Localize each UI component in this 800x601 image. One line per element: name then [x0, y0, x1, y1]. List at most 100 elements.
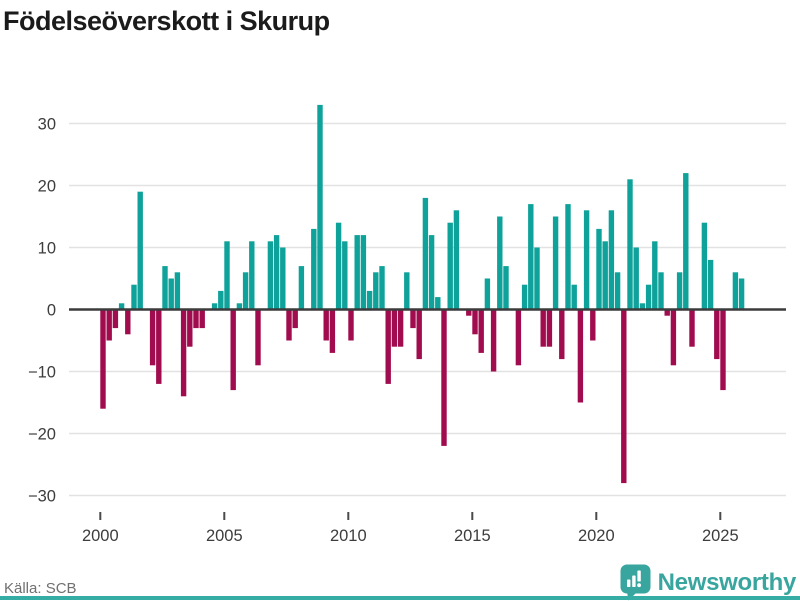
bar-2016-Q2: [503, 266, 509, 310]
bar-2016-Q1: [497, 216, 503, 310]
y-tick-label: 30: [38, 116, 56, 134]
bar-2021-Q2: [627, 179, 633, 310]
y-tick-label: −10: [28, 364, 56, 382]
bar-2000-Q3: [112, 309, 119, 329]
bar-2008-Q4: [317, 104, 323, 310]
bar-2010-Q1: [348, 309, 354, 341]
bar-2005-Q3: [236, 303, 243, 310]
bar-2023-Q4: [689, 309, 695, 347]
bar-2012-Q1: [397, 309, 404, 347]
bar-2014-Q4: [466, 309, 472, 316]
bar-2007-Q4: [292, 309, 298, 329]
bar-2011-Q3: [385, 309, 391, 384]
bar-2020-Q3: [608, 210, 615, 310]
bar-2021-Q4: [639, 303, 646, 310]
bar-2022-Q4: [664, 309, 670, 316]
bar-2006-Q1: [249, 241, 255, 310]
x-tick-label: 2025: [702, 527, 739, 545]
bar-2001-Q2: [131, 284, 137, 310]
bar-2000-Q2: [106, 309, 112, 341]
bar-2010-Q4: [366, 290, 373, 310]
x-tick-label: 2010: [330, 527, 367, 545]
bar-2002-Q3: [162, 266, 168, 310]
y-tick-label: 20: [38, 178, 56, 196]
bar-2013-Q2: [428, 235, 435, 310]
bar-2013-Q3: [435, 297, 441, 310]
bar-2003-Q2: [180, 309, 187, 397]
x-tick-label: 2015: [454, 527, 491, 545]
bar-2010-Q3: [360, 235, 367, 310]
bar-2007-Q2: [280, 247, 286, 310]
bar-2019-Q1: [571, 284, 577, 310]
bar-2003-Q3: [187, 309, 193, 347]
bar-2015-Q2: [478, 309, 484, 353]
bar-2011-Q2: [379, 266, 385, 310]
bar-2009-Q3: [335, 222, 342, 310]
bar-2012-Q4: [416, 309, 422, 360]
bar-2025-Q1: [720, 309, 726, 391]
bar-2020-Q1: [596, 228, 602, 310]
bar-2020-Q2: [602, 241, 608, 310]
bar-2021-Q3: [633, 247, 639, 310]
bar-2014-Q2: [453, 210, 460, 310]
bar-2022-Q3: [658, 272, 664, 310]
y-tick-label: 10: [38, 240, 56, 258]
bar-2003-Q4: [193, 309, 199, 329]
newsworthy-logo[interactable]: Newsworthy: [620, 564, 796, 601]
bar-2018-Q2: [552, 216, 559, 310]
bar-2024-Q3: [707, 259, 714, 310]
bar-2005-Q1: [224, 241, 230, 310]
bar-2019-Q3: [583, 210, 590, 310]
bar-2024-Q4: [714, 309, 720, 360]
bar-2017-Q3: [534, 247, 540, 310]
bar-2017-Q4: [540, 309, 546, 347]
bar-2009-Q2: [329, 309, 336, 353]
y-tick-label: −20: [28, 426, 56, 444]
bar-2009-Q1: [323, 309, 329, 341]
bar-2004-Q1: [199, 309, 205, 329]
bar-2021-Q1: [621, 309, 627, 484]
bar-2007-Q1: [273, 235, 280, 310]
x-tick-label: 2020: [578, 527, 615, 545]
bar-2013-Q4: [441, 309, 447, 446]
bar-2000-Q1: [100, 309, 106, 409]
bottom-accent-rule: [0, 596, 800, 600]
bar-2017-Q2: [528, 204, 534, 310]
bar-2008-Q1: [298, 266, 305, 310]
bar-2019-Q2: [577, 309, 584, 403]
x-tick-label: 2000: [82, 527, 119, 545]
bar-2002-Q2: [156, 309, 162, 384]
bar-2019-Q4: [590, 309, 596, 341]
bar-2024-Q2: [701, 222, 708, 310]
x-tick-label: 2005: [206, 527, 243, 545]
bar-2011-Q4: [391, 309, 398, 347]
bar-2010-Q2: [354, 235, 360, 310]
bar-2012-Q3: [410, 309, 416, 329]
newsworthy-bar-chart-icon: [620, 564, 651, 601]
bar-2013-Q1: [422, 197, 429, 310]
bar-2004-Q3: [211, 303, 218, 310]
bar-2006-Q2: [255, 309, 261, 366]
bar-2007-Q3: [286, 309, 292, 341]
bar-2015-Q4: [490, 309, 497, 372]
bar-2022-Q1: [645, 284, 652, 310]
bar-2002-Q4: [168, 278, 174, 310]
page-title: Födelseöverskott i Skurup: [3, 6, 330, 36]
bar-2008-Q3: [311, 228, 317, 310]
newsworthy-logo-text: Newsworthy: [657, 568, 797, 596]
y-tick-label: 0: [47, 302, 56, 320]
bar-2001-Q3: [137, 191, 143, 310]
bar-2025-Q3: [732, 272, 739, 310]
bar-2014-Q1: [447, 222, 453, 310]
y-tick-label: −30: [28, 488, 56, 506]
bar-2004-Q4: [218, 290, 224, 310]
bar-2023-Q2: [676, 272, 683, 310]
bar-2025-Q4: [738, 278, 745, 310]
bar-2018-Q3: [559, 309, 565, 360]
bar-2020-Q4: [614, 272, 621, 310]
bar-2011-Q1: [373, 272, 379, 310]
bar-2000-Q4: [118, 303, 125, 310]
bar-2023-Q3: [683, 173, 689, 310]
bar-2002-Q1: [149, 309, 156, 366]
